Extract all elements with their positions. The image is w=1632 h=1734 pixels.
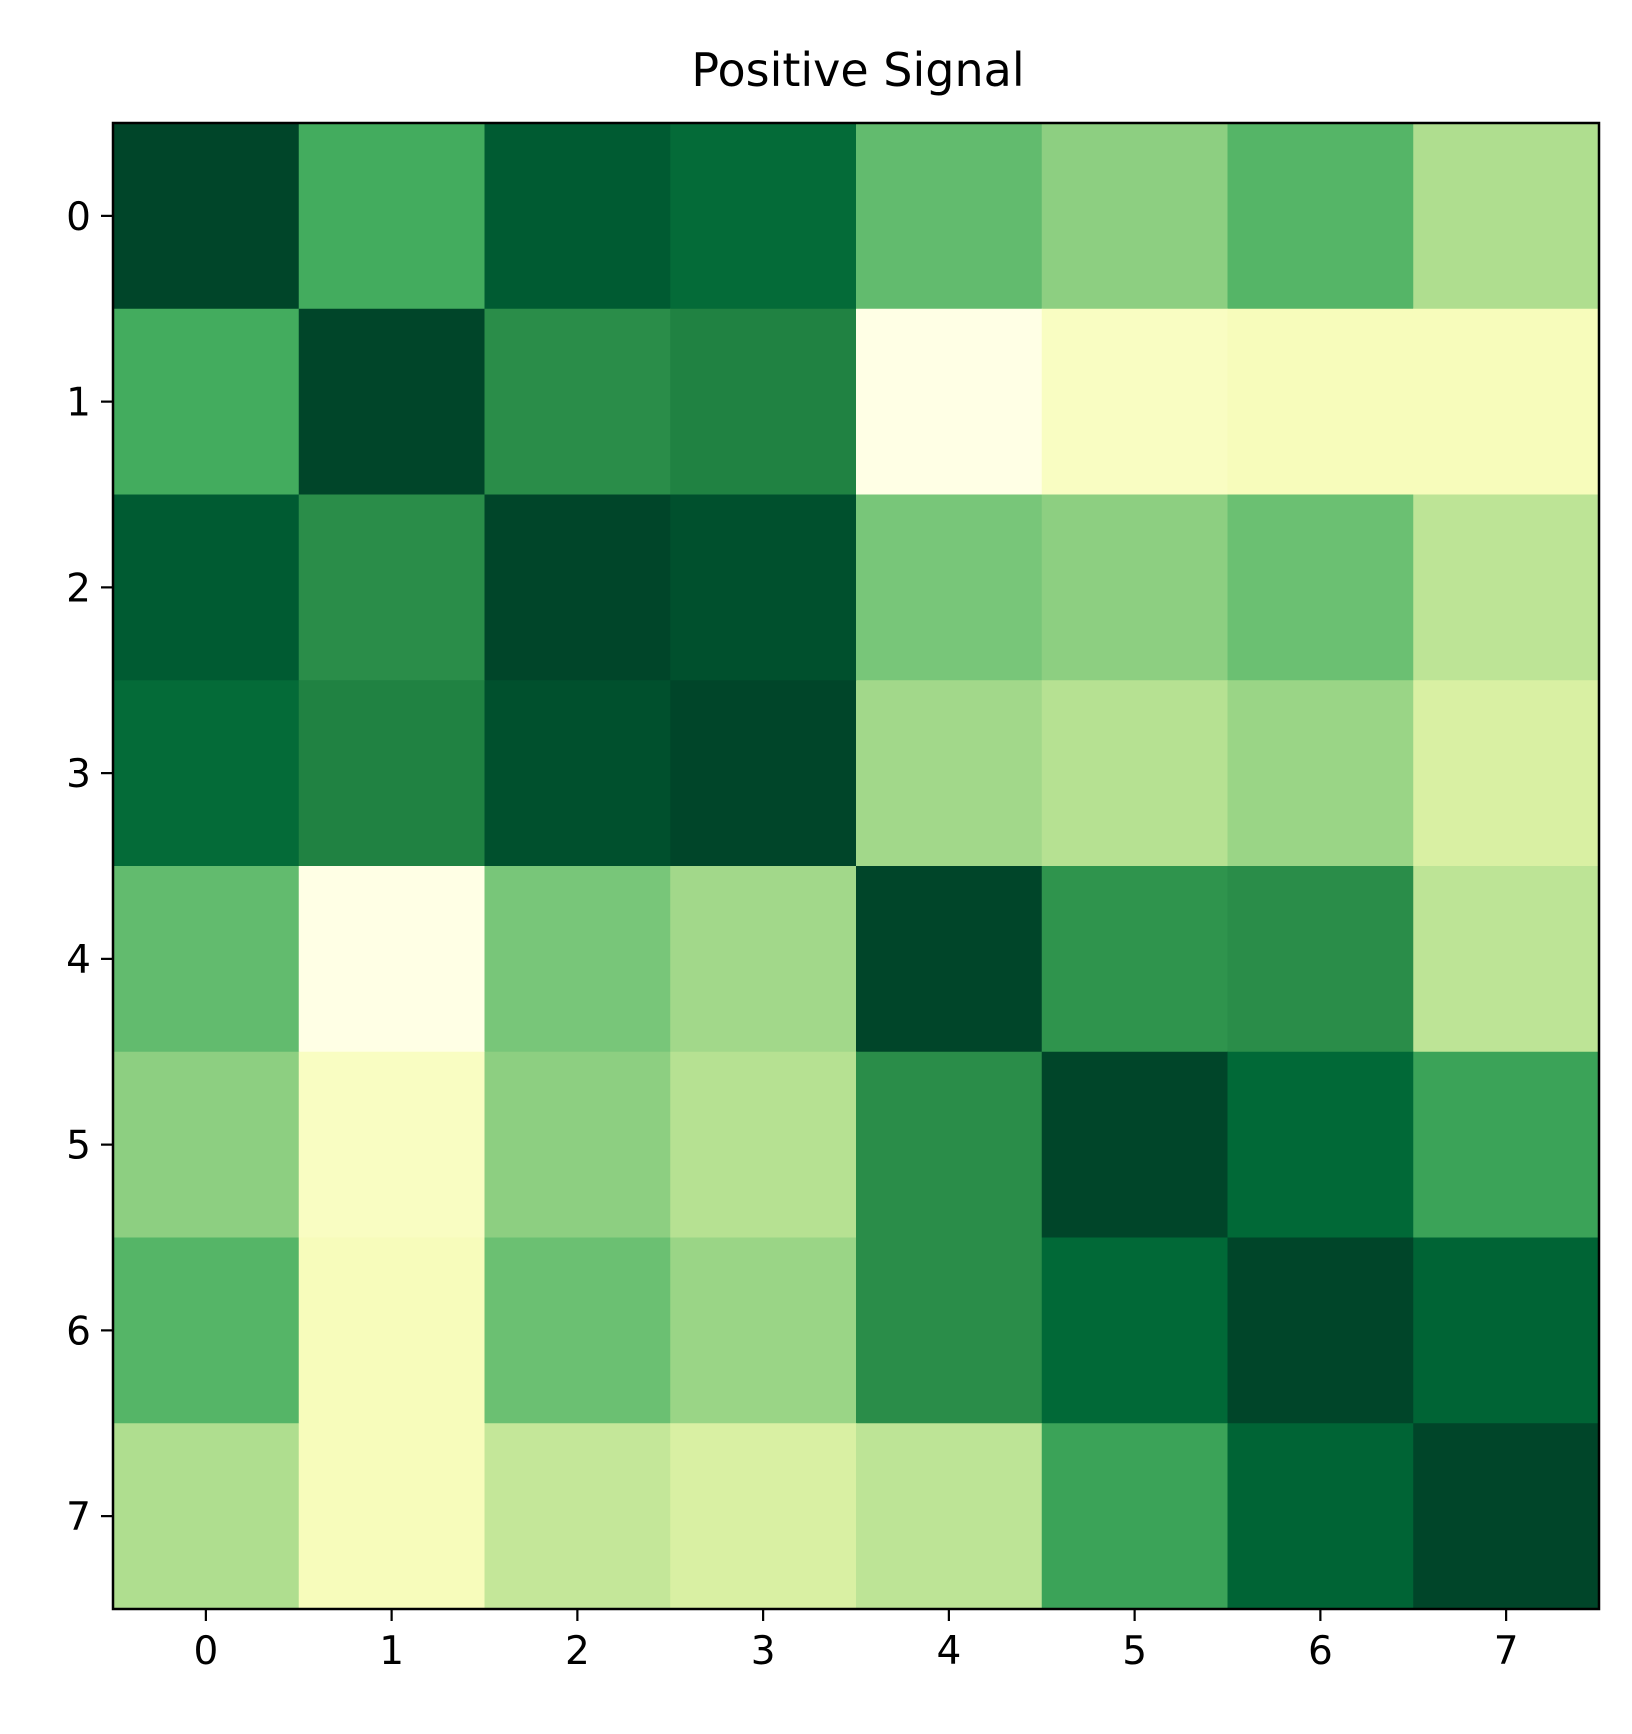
y-tick-label: 4 [66,938,91,983]
chart-title: Positive Signal [691,43,1024,97]
heatmap-cell-r5-c5 [1041,1051,1229,1239]
x-axis: 0 1 2 3 4 5 6 7 [193,1609,1519,1674]
heatmap-cell-r1-c0 [113,308,300,496]
heatmap-cell-r7-c0 [113,1423,300,1610]
heatmap-cell-r4-c5 [1041,866,1229,1053]
heatmap-cell-r1-c2 [484,308,671,496]
heatmap-cell-r1-c3 [670,308,857,496]
heatmap-cell-r3-c1 [298,680,486,867]
y-tick-label: 0 [66,195,91,240]
x-tick-label: 5 [1122,1629,1147,1674]
heatmap-cell-r5-c7 [1413,1051,1600,1239]
heatmap-cell-r0-c6 [1227,123,1414,310]
heatmap-cell-r0-c1 [298,123,486,310]
heatmap-cell-r5-c1 [298,1051,486,1239]
heatmap-cell-r7-c6 [1227,1423,1414,1610]
heatmap-cell-r3-c5 [1041,680,1229,867]
heatmap-cell-r6-c0 [113,1237,300,1424]
heatmap-cell-r5-c6 [1227,1051,1414,1239]
heatmap-cell-r6-c6 [1227,1237,1414,1424]
x-tick-label: 4 [936,1629,961,1674]
heatmap-cell-r1-c5 [1041,308,1229,496]
y-tick-label: 7 [66,1495,91,1540]
heatmap-cell-r6-c4 [856,1237,1043,1424]
heatmap-cell-r3-c2 [484,680,671,867]
heatmap-cell-r7-c5 [1041,1423,1229,1610]
heatmap-cell-r0-c7 [1413,123,1600,310]
heatmap-cell-r4-c3 [670,866,857,1053]
heatmap-cell-r2-c5 [1041,494,1229,681]
heatmap-cell-r6-c7 [1413,1237,1600,1424]
heatmap-cell-r6-c2 [484,1237,671,1424]
heatmap-cell-r4-c4 [856,866,1043,1053]
heatmap-cell-r4-c0 [113,866,300,1053]
heatmap-cell-r3-c4 [856,680,1043,867]
heatmap-cell-r7-c1 [298,1423,486,1610]
heatmap-cell-r4-c7 [1413,866,1600,1053]
y-tick-label: 2 [66,566,91,611]
y-tick-label: 1 [66,381,91,426]
heatmap-cell-r0-c5 [1041,123,1229,310]
heatmap-cell-r4-c6 [1227,866,1414,1053]
y-tick-label: 3 [66,752,91,797]
plot-frame [111,121,1601,1611]
heatmap-cell-r7-c3 [670,1423,857,1610]
heatmap-cell-r2-c4 [856,494,1043,681]
heatmap-cell-r2-c1 [298,494,486,681]
x-tick-label: 6 [1308,1629,1333,1674]
heatmap-cell-r4-c2 [484,866,671,1053]
heatmap-cell-r2-c3 [670,494,857,681]
heatmap-cell-r7-c2 [484,1423,671,1610]
x-tick-label: 1 [379,1629,404,1674]
x-tick-label: 2 [565,1629,590,1674]
heatmap-cell-r7-c7 [1413,1423,1600,1610]
heatmap-cell-r2-c6 [1227,494,1414,681]
heatmap-cell-r6-c3 [670,1237,857,1424]
heatmap-cell-r6-c1 [298,1237,486,1424]
heatmap-cell-r3-c3 [670,680,857,867]
heatmap-cell-r5-c3 [670,1051,857,1239]
heatmap-cell-r0-c4 [856,123,1043,310]
y-tick-label: 5 [66,1124,91,1169]
x-tick-label: 3 [751,1629,776,1674]
heatmap-cell-r2-c2 [484,494,671,681]
y-tick-label: 6 [66,1309,91,1354]
heatmap-cell-r0-c0 [113,123,300,310]
heatmap-cell-r5-c4 [856,1051,1043,1239]
heatmap-cell-r6-c5 [1041,1237,1229,1424]
x-tick-label: 0 [193,1629,218,1674]
heatmap-cell-r5-c0 [113,1051,300,1239]
heatmap-cell-r2-c0 [113,494,300,681]
heatmap-cell-r3-c0 [113,680,300,867]
heatmap-cell-r1-c4 [856,308,1043,496]
heatmap-cell-r0-c3 [670,123,857,310]
heatmap-cell-r0-c2 [484,123,671,310]
heatmap-cell-r3-c6 [1227,680,1414,867]
heatmap-cell-r1-c6 [1227,308,1414,496]
heatmap-cell-r1-c1 [298,308,486,496]
y-axis: 0 1 2 3 4 5 6 7 [66,195,113,1540]
heatmap-cell-r2-c7 [1413,494,1600,681]
heatmap-cell-r3-c7 [1413,680,1600,867]
heatmap-cell-r7-c4 [856,1423,1043,1610]
heatmap-cell-r5-c2 [484,1051,671,1239]
heatmap-cell-r4-c1 [298,866,486,1053]
x-tick-label: 7 [1494,1629,1519,1674]
heatmap-cells [113,123,1600,1610]
heatmap-cell-r1-c7 [1413,308,1600,496]
